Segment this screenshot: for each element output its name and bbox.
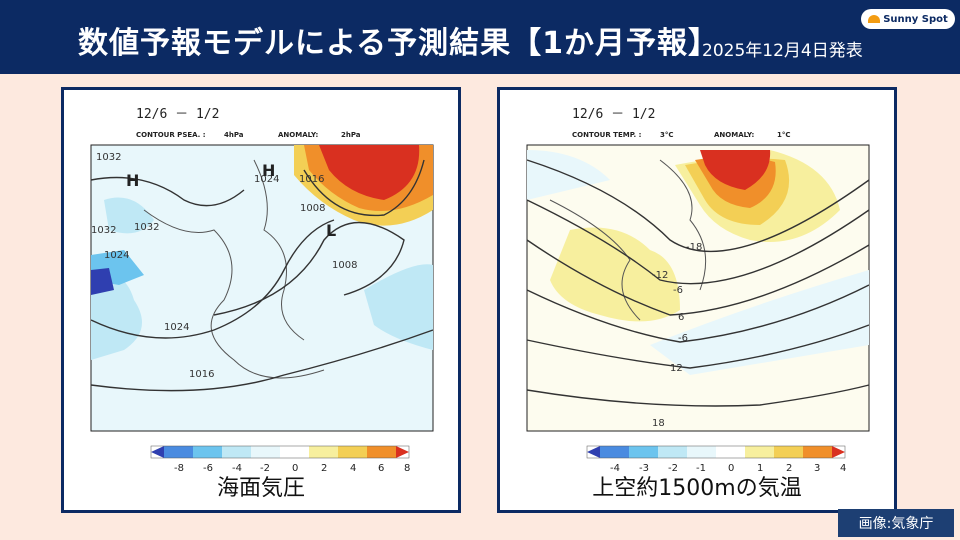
anomaly-value: 2hPa [341, 131, 361, 139]
isobar-label: 1024 [164, 322, 189, 333]
colorbar-tick: 8 [404, 463, 410, 474]
issue-date: 2025年12月4日発表 [702, 41, 863, 61]
isotherm-label: 12 [670, 363, 683, 374]
image-credit: 画像:気象庁 [838, 509, 954, 537]
colorbar-tick: -4 [610, 463, 620, 474]
isobar-label: 1016 [299, 174, 324, 185]
low-pressure-mark: L [326, 221, 336, 240]
colorbar-tick: -2 [260, 463, 270, 474]
colorbar-tick: 0 [728, 463, 734, 474]
isobar-labels: 1032 1032 1032 1024 1024 1024 1016 1016 … [91, 152, 357, 380]
colorbar-tick: -4 [232, 463, 242, 474]
high-pressure-mark: H [262, 161, 275, 180]
pressure-map: 12/6 － 1/2 CONTOUR PSEA. : 4hPa ANOMALY:… [90, 107, 434, 474]
colorbar-tick: 4 [350, 463, 356, 474]
sun-icon [868, 15, 881, 23]
isotherm-label: -6 [678, 333, 688, 344]
colorbar-tick: -8 [174, 463, 184, 474]
isobar-label: 1024 [104, 250, 129, 261]
colorbar-tick: -3 [639, 463, 649, 474]
isobar-label: 1008 [300, 203, 325, 214]
colorbar-tick: -1 [696, 463, 706, 474]
sunny-spot-logo: Sunny Spot [861, 9, 955, 29]
colorbar-tick: 1 [757, 463, 763, 474]
colorbar-tick: -2 [668, 463, 678, 474]
anomaly-label: ANOMALY: [714, 131, 754, 139]
isobar-label: 1024 [254, 174, 279, 185]
temperature-map: 12/6 － 1/2 CONTOUR TEMP. : 3°C ANOMALY: … [526, 107, 870, 474]
isotherm-label: 6 [678, 312, 684, 323]
contour-value: 3°C [660, 131, 674, 139]
colorbar-tick: -6 [203, 463, 213, 474]
panel-caption: 上空約1500mの気温 [592, 476, 802, 501]
isotherm-label: -12 [652, 270, 668, 281]
isotherm-label: -18 [686, 242, 702, 253]
colorbar-tick: 0 [292, 463, 298, 474]
anomaly-colorbar: -8 -6 -4 -2 0 2 4 6 8 [150, 445, 410, 474]
contour-value: 4hPa [224, 131, 244, 139]
panel-sea-level-pressure: 12/6 － 1/2 CONTOUR PSEA. : 4hPa ANOMALY:… [61, 87, 461, 513]
header-bar: 数値予報モデルによる予測結果【1か月予報】 2025年12月4日発表 Sunny… [0, 0, 960, 74]
map-area [90, 144, 434, 432]
isobar-label: 1032 [134, 222, 159, 233]
map-area [526, 144, 870, 432]
panel-temperature-850hpa: 12/6 － 1/2 CONTOUR TEMP. : 3°C ANOMALY: … [497, 87, 897, 513]
panel-caption: 海面気圧 [216, 476, 305, 501]
anomaly-value: 1°C [777, 131, 791, 139]
colorbar-tick: 3 [814, 463, 820, 474]
period-label: 12/6 － 1/2 [572, 107, 655, 122]
isobar-label: 1032 [91, 225, 116, 236]
isobar-label: 1032 [96, 152, 121, 163]
anomaly-colorbar: -4 -3 -2 -1 0 1 2 3 4 [586, 445, 846, 474]
anomaly-label: ANOMALY: [278, 131, 318, 139]
isobar-label: 1008 [332, 260, 357, 271]
isotherm-label: -6 [673, 285, 683, 296]
page-title: 数値予報モデルによる予測結果【1か月予報】 [78, 26, 719, 61]
colorbar-tick: 2 [321, 463, 327, 474]
colorbar-tick: 2 [786, 463, 792, 474]
isobar-label: 1016 [189, 369, 214, 380]
period-label: 12/6 － 1/2 [136, 107, 219, 122]
isotherm-labels: -18 -12 -6 -6 6 12 18 [652, 242, 702, 429]
contour-label: CONTOUR TEMP. : [572, 131, 642, 139]
high-pressure-mark: H [126, 171, 139, 190]
isotherm-label: 18 [652, 418, 665, 429]
contour-label: CONTOUR PSEA. : [136, 131, 206, 139]
colorbar-tick: 4 [840, 463, 846, 474]
colorbar-tick: 6 [378, 463, 384, 474]
logo-text: Sunny Spot [883, 13, 948, 25]
